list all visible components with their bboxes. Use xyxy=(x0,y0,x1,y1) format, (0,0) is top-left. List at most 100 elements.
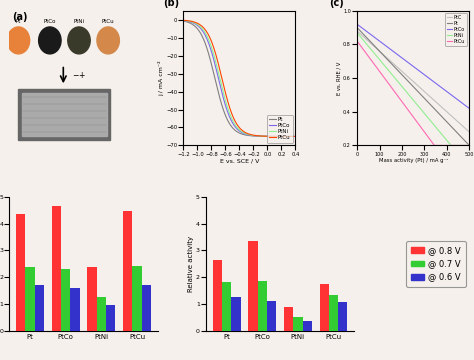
PtC xyxy=(354,29,360,33)
PtNi xyxy=(234,125,239,129)
Y-axis label: E vs. RHE / V: E vs. RHE / V xyxy=(337,62,342,95)
Bar xyxy=(70,288,80,331)
Line: PtNi: PtNi xyxy=(183,21,295,136)
PtNi xyxy=(290,134,296,139)
Bar xyxy=(338,302,347,331)
PtNi xyxy=(273,134,278,139)
Line: Pt: Pt xyxy=(357,28,469,145)
PtCo xyxy=(234,127,240,131)
PtNi xyxy=(234,125,240,130)
Bar xyxy=(213,260,222,331)
Text: (a): (a) xyxy=(12,12,27,22)
PtC xyxy=(466,130,472,134)
PtCo xyxy=(181,18,186,23)
PtCo xyxy=(355,22,360,27)
Pt xyxy=(449,125,455,129)
Line: PtC: PtC xyxy=(357,31,469,132)
Pt xyxy=(354,26,360,30)
PtCu xyxy=(234,122,239,126)
PtNi xyxy=(466,143,472,148)
Bar xyxy=(293,317,302,331)
Bar xyxy=(248,241,258,331)
PtC xyxy=(423,91,428,95)
PtCo xyxy=(241,131,247,136)
Pt xyxy=(234,130,240,134)
Y-axis label: Relative activity: Relative activity xyxy=(188,236,194,292)
Circle shape xyxy=(7,27,30,54)
Bar xyxy=(319,284,329,331)
PtCo xyxy=(290,134,296,139)
PtCu xyxy=(423,132,428,136)
Text: PtCo: PtCo xyxy=(44,19,56,24)
Circle shape xyxy=(68,27,90,54)
Bar xyxy=(123,211,132,331)
Y-axis label: j / mA cm⁻²: j / mA cm⁻² xyxy=(158,60,164,96)
Text: Pt: Pt xyxy=(16,19,21,24)
PtC xyxy=(449,114,455,118)
PtCu xyxy=(421,129,427,134)
PtCu xyxy=(273,134,278,139)
PtCo xyxy=(234,126,239,131)
PtNi xyxy=(241,131,247,135)
PtCu xyxy=(290,134,296,139)
PtCu xyxy=(456,143,462,148)
Bar xyxy=(231,297,241,331)
PtNi xyxy=(247,133,253,137)
Pt xyxy=(456,132,462,136)
Bar xyxy=(97,297,106,331)
Bar xyxy=(329,295,338,331)
Bar xyxy=(258,282,267,331)
PtCu xyxy=(420,129,426,133)
PtCu xyxy=(431,143,437,148)
Line: PtCo: PtCo xyxy=(357,24,469,108)
PtCu xyxy=(181,18,186,22)
Bar xyxy=(132,266,142,331)
Bar xyxy=(26,267,35,331)
PtCu xyxy=(292,134,298,139)
Bar xyxy=(52,206,61,331)
Circle shape xyxy=(39,27,61,54)
Line: PtCo: PtCo xyxy=(183,21,295,136)
Pt xyxy=(420,95,426,99)
Legend: Pt, PtCo, PtNi, PtCu: Pt, PtCo, PtNi, PtCu xyxy=(267,115,292,143)
Bar xyxy=(222,282,231,331)
Pt xyxy=(466,143,472,148)
Bar xyxy=(284,307,293,331)
PtNi xyxy=(354,31,360,35)
PtC xyxy=(421,89,427,93)
PtCo xyxy=(354,22,360,26)
Bar xyxy=(88,267,97,331)
PtCu xyxy=(466,143,472,148)
PtNi xyxy=(423,113,428,117)
Circle shape xyxy=(97,27,119,54)
PtCu xyxy=(247,132,253,136)
PtCo xyxy=(292,134,298,139)
Line: PtCu: PtCu xyxy=(183,20,295,136)
Text: $-\!+$: $-\!+$ xyxy=(72,71,86,80)
Line: PtNi: PtNi xyxy=(357,33,469,145)
PtCu xyxy=(354,39,360,43)
PtCo xyxy=(456,98,462,103)
PtC xyxy=(355,29,360,33)
Pt xyxy=(423,98,428,102)
PtCu xyxy=(355,40,360,44)
Bar xyxy=(18,89,110,140)
PtNi xyxy=(456,143,462,148)
PtCo xyxy=(247,133,253,138)
PtCo xyxy=(420,72,426,76)
PtCu xyxy=(241,130,247,134)
PtCo xyxy=(273,134,278,139)
Bar xyxy=(302,321,312,331)
Text: (b): (b) xyxy=(163,0,179,8)
Bar xyxy=(16,214,26,331)
Pt xyxy=(181,19,186,23)
Line: PtCu: PtCu xyxy=(357,41,469,145)
Pt xyxy=(234,129,239,134)
PtNi xyxy=(449,143,455,148)
X-axis label: E vs. SCE / V: E vs. SCE / V xyxy=(219,158,259,163)
Bar xyxy=(61,269,70,331)
Bar xyxy=(267,301,276,331)
Legend: @ 0.8 V, @ 0.7 V, @ 0.6 V: @ 0.8 V, @ 0.7 V, @ 0.6 V xyxy=(406,241,465,287)
PtC xyxy=(456,120,462,125)
PtCo xyxy=(449,93,455,97)
